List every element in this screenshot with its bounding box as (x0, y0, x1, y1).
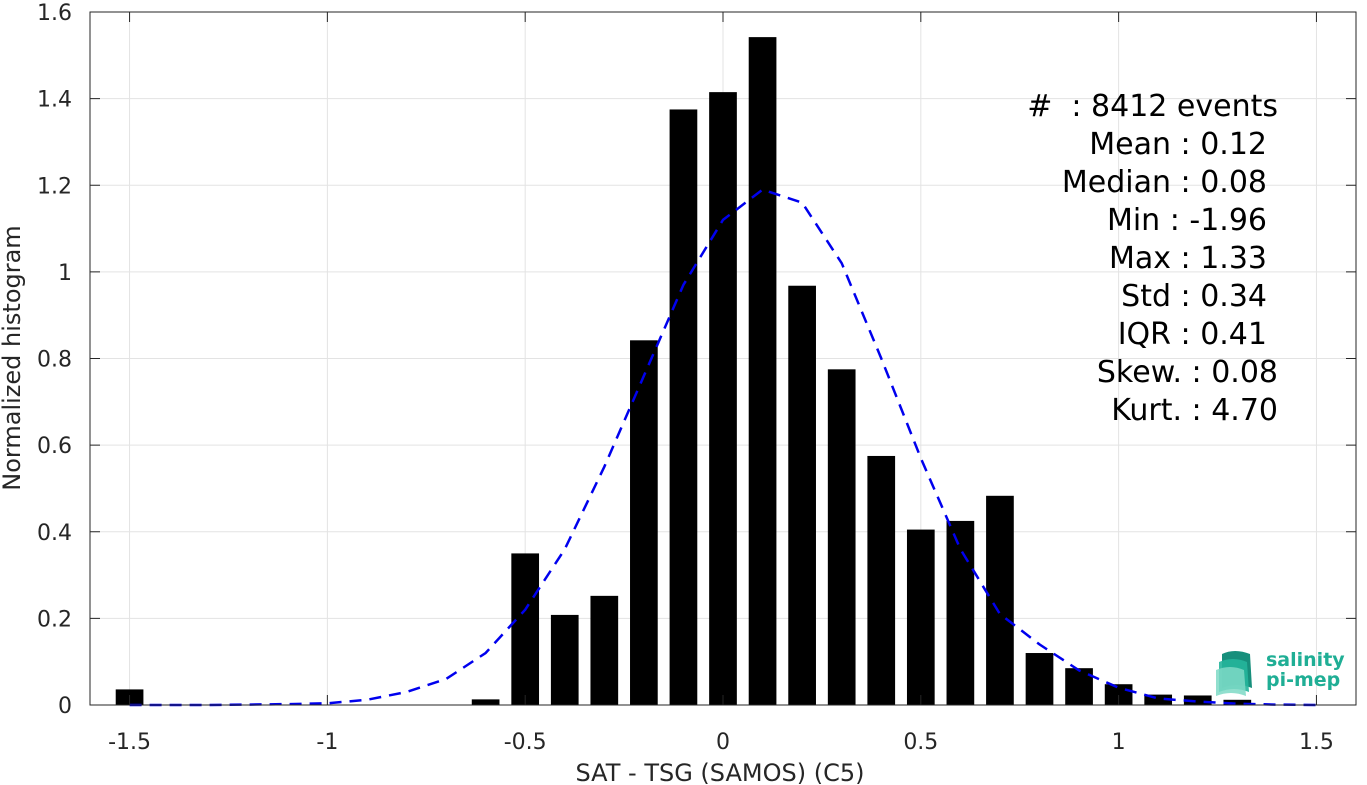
histogram-bar (550, 614, 579, 705)
x-axis-label: SAT - TSG (SAMOS) (C5) (576, 759, 865, 785)
stat-kurt: Kurt. : 4.70 (1111, 393, 1278, 428)
stat-std: Std : 0.34 (1121, 279, 1267, 314)
stat-mean: Mean : 0.12 (1089, 127, 1267, 162)
stat-max: Max : 1.33 (1109, 241, 1267, 276)
x-tick-label: 1.5 (1299, 730, 1334, 755)
y-tick-label: 0.2 (37, 607, 72, 632)
histogram-bar (946, 520, 975, 705)
y-tick-label: 1.6 (37, 1, 72, 26)
histogram-bar (1223, 699, 1252, 705)
x-tick-label: 0 (716, 730, 730, 755)
logo-waves-icon (1216, 651, 1252, 696)
fit-curve (129, 188, 1317, 707)
y-tick-label: 0.4 (37, 521, 72, 546)
x-tick-label: -0.5 (504, 730, 547, 755)
x-tick-label: -1.5 (108, 730, 151, 755)
salinity-pi-mep-logo: salinity pi-mep (1216, 646, 1346, 696)
y-tick-label: 0 (58, 694, 72, 719)
x-tick-label: 1 (1112, 730, 1126, 755)
histogram-bar (1144, 694, 1173, 705)
histogram-bar (986, 495, 1014, 705)
y-tick-labels: 0 0.2 0.4 0.6 0.8 1 1.2 1.4 1.6 (37, 1, 72, 719)
logo-text-pimep: pi-mep (1266, 669, 1341, 691)
histogram-bar (471, 699, 500, 705)
stat-min: Min : -1.96 (1106, 203, 1267, 238)
histogram-bar (1025, 653, 1054, 705)
histogram-bar (867, 455, 896, 705)
stat-median: Median : 0.08 (1061, 165, 1267, 200)
logo-text-salinity: salinity (1266, 649, 1345, 671)
histogram-bar (906, 529, 935, 705)
y-tick-label: 0.8 (37, 348, 72, 373)
histogram-bars (115, 37, 1252, 706)
histogram-bar (1183, 695, 1212, 705)
y-tick-label: 1 (58, 261, 72, 286)
axis-ticks (90, 11, 1356, 706)
histogram-bar (709, 92, 737, 706)
histogram-bar (511, 553, 540, 705)
y-axis-label: Normalized histogram (0, 225, 26, 490)
y-tick-label: 0.6 (37, 434, 72, 459)
histogram-bar (827, 369, 856, 705)
y-tick-label: 1.4 (37, 88, 72, 113)
histogram-bar (630, 340, 658, 705)
x-tick-label: 0.5 (903, 730, 938, 755)
x-tick-labels: -1.5 -1 -0.5 0 0.5 1 1.5 (108, 730, 1334, 755)
histogram-bar (669, 109, 698, 705)
stat-iqr: IQR : 0.41 (1117, 317, 1267, 352)
histogram-bar (788, 285, 816, 705)
x-tick-label: -1 (316, 730, 338, 755)
y-tick-label: 1.2 (37, 174, 72, 199)
fit-curve-line (129, 188, 1317, 707)
histogram-bar (590, 595, 619, 705)
histogram-bar (748, 37, 777, 705)
stat-skew: Skew. : 0.08 (1096, 355, 1278, 390)
stat-events: # : 8412 events (1027, 89, 1278, 124)
